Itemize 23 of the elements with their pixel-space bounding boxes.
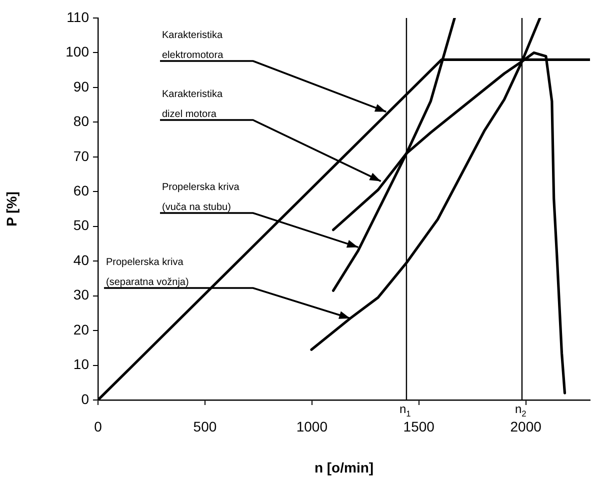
y-axis-title: P [%] [3, 192, 20, 226]
y-tick-label: 60 [73, 182, 90, 198]
annotation: Karakteristika elektromotora [162, 30, 224, 61]
y-tick-label: 80 [73, 113, 90, 130]
x-tick-label: 1000 [296, 418, 328, 434]
x-tick-label: 500 [193, 418, 217, 434]
y-tick-label: 40 [73, 252, 90, 268]
y-tick-label: 50 [73, 217, 90, 234]
x-axis-title: n [o/min] [314, 459, 374, 476]
y-tick-label: 30 [73, 286, 90, 303]
y-tick-label: 70 [73, 148, 90, 164]
y-tick-label: 20 [73, 321, 90, 338]
x-tick-label: 1500 [403, 418, 435, 434]
annotation: Propelerska kriva (separatna vožnja) [106, 257, 189, 288]
y-tick-label: 0 [81, 390, 90, 407]
x-tick-label: 2000 [510, 418, 542, 434]
x-tick-label: 0 [94, 418, 102, 434]
y-tick-label: 10 [73, 356, 90, 372]
y-tick-label: 110 [66, 8, 90, 25]
y-tick-label: 100 [66, 44, 90, 60]
annotation: Karakteristika dizel motora [162, 89, 224, 120]
y-tick-label: 90 [73, 78, 90, 94]
annotation: Propelerska kriva (vuča na stubu) [162, 182, 240, 213]
